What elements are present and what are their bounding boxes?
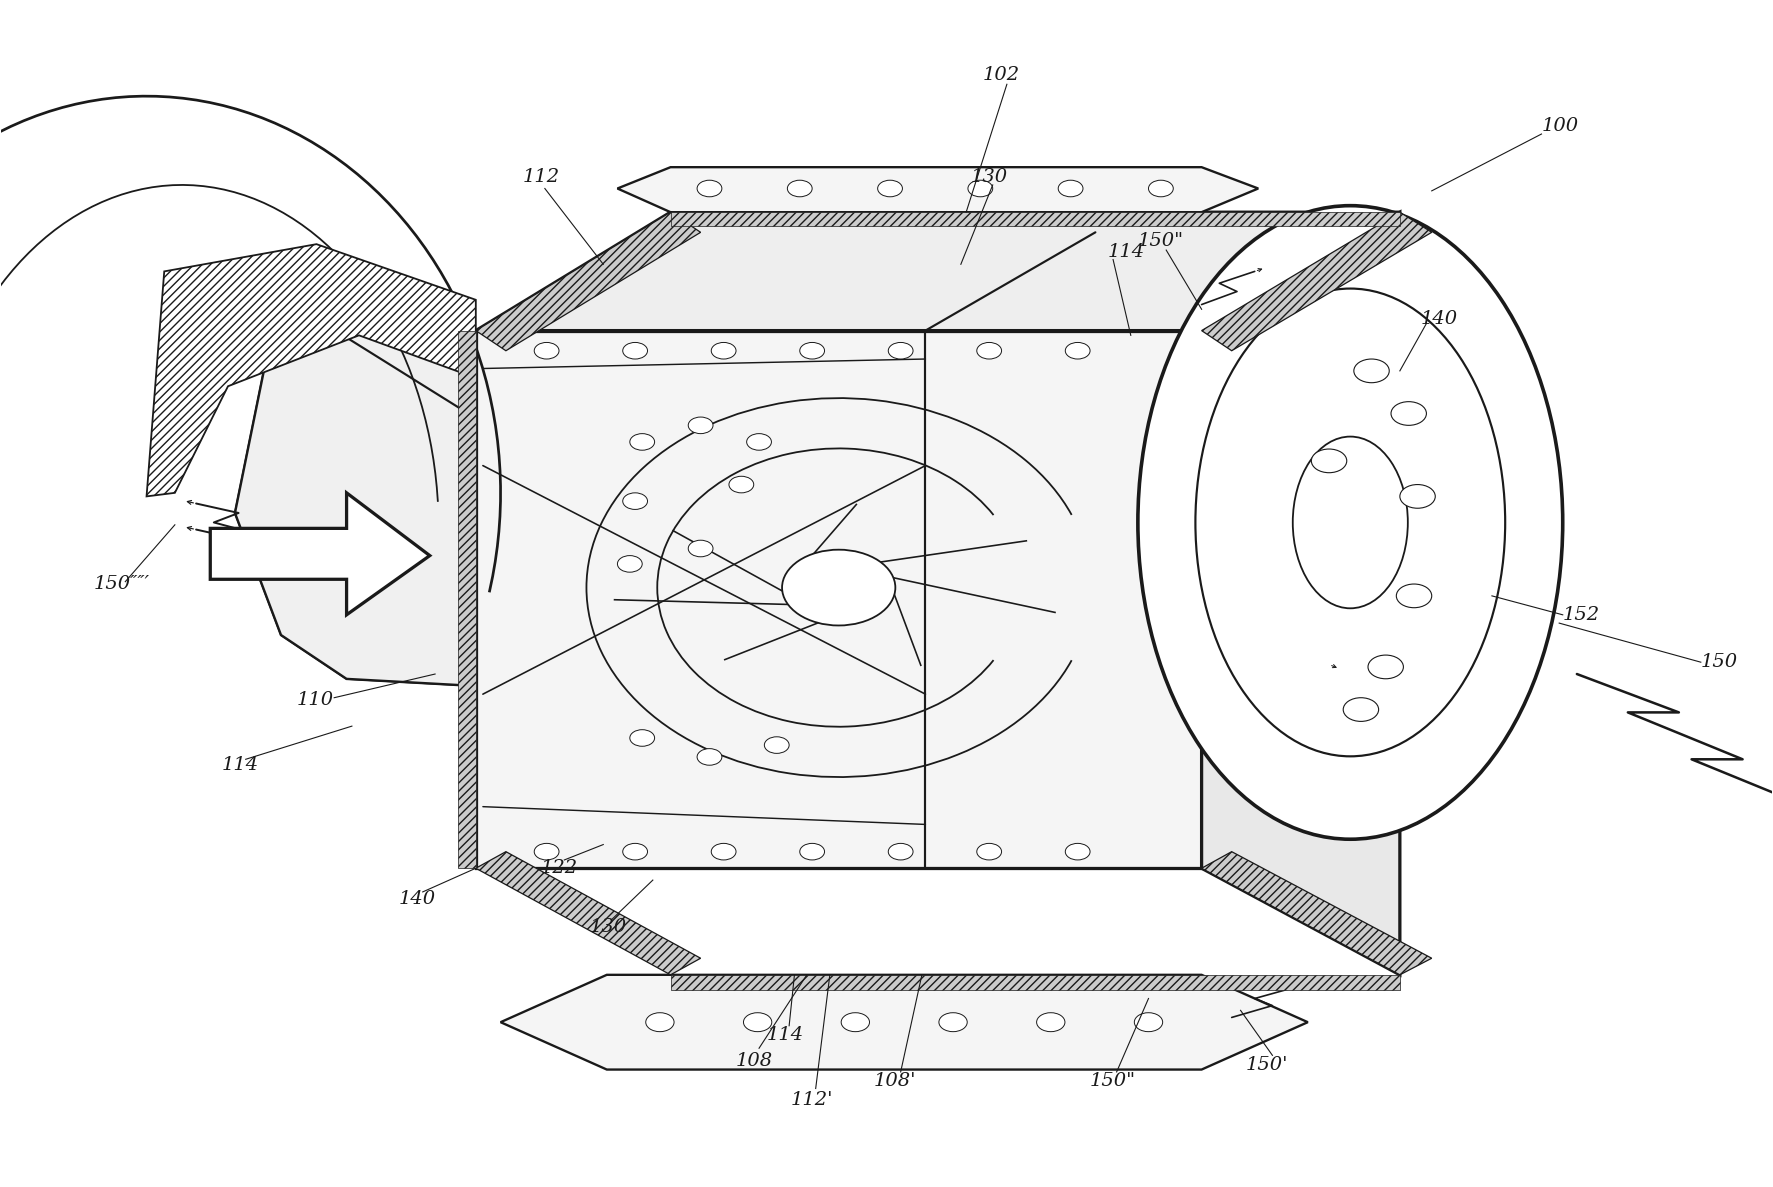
Circle shape xyxy=(1344,698,1379,722)
Circle shape xyxy=(622,844,647,859)
Text: 150: 150 xyxy=(1700,653,1738,671)
Text: 102: 102 xyxy=(982,65,1019,84)
Circle shape xyxy=(1066,342,1090,358)
Polygon shape xyxy=(475,331,1202,868)
Text: 150": 150" xyxy=(1138,231,1184,249)
Circle shape xyxy=(711,844,736,859)
Circle shape xyxy=(840,1013,869,1032)
Circle shape xyxy=(1355,358,1390,382)
Circle shape xyxy=(688,540,713,557)
Circle shape xyxy=(729,476,754,493)
Circle shape xyxy=(1401,484,1436,508)
Polygon shape xyxy=(457,331,475,868)
Polygon shape xyxy=(211,493,429,615)
Text: 152: 152 xyxy=(1562,605,1599,624)
Text: 150": 150" xyxy=(1090,1072,1136,1091)
Text: 130: 130 xyxy=(970,167,1007,185)
Circle shape xyxy=(1392,401,1427,425)
Polygon shape xyxy=(147,245,475,496)
Text: 112': 112' xyxy=(791,1091,833,1110)
Polygon shape xyxy=(670,212,1401,227)
Circle shape xyxy=(622,493,647,509)
Polygon shape xyxy=(617,167,1259,212)
Circle shape xyxy=(688,417,713,433)
Circle shape xyxy=(1149,180,1174,197)
Polygon shape xyxy=(475,212,700,350)
Text: 110: 110 xyxy=(298,691,333,709)
Polygon shape xyxy=(475,212,1401,331)
Circle shape xyxy=(977,844,1002,859)
Text: 108': 108' xyxy=(874,1072,917,1091)
Circle shape xyxy=(782,550,895,626)
Polygon shape xyxy=(236,319,475,686)
Text: 130: 130 xyxy=(590,919,628,937)
Circle shape xyxy=(1037,1013,1066,1032)
Text: 114: 114 xyxy=(222,756,259,774)
Circle shape xyxy=(622,342,647,358)
Circle shape xyxy=(888,844,913,859)
Circle shape xyxy=(1369,655,1404,679)
Text: 150': 150' xyxy=(1246,1055,1289,1074)
Circle shape xyxy=(764,737,789,754)
Circle shape xyxy=(534,844,558,859)
Text: 140: 140 xyxy=(1422,310,1457,328)
Polygon shape xyxy=(1202,212,1433,350)
Text: 114: 114 xyxy=(768,1027,805,1045)
Ellipse shape xyxy=(1138,205,1562,839)
Text: 114: 114 xyxy=(1108,243,1145,261)
Circle shape xyxy=(800,844,824,859)
Circle shape xyxy=(645,1013,674,1032)
Circle shape xyxy=(1066,844,1090,859)
Polygon shape xyxy=(1202,212,1401,975)
Circle shape xyxy=(711,342,736,358)
Circle shape xyxy=(1135,1013,1163,1032)
Circle shape xyxy=(1058,180,1083,197)
Circle shape xyxy=(697,749,722,766)
Circle shape xyxy=(787,180,812,197)
Polygon shape xyxy=(1202,851,1433,975)
Text: 140: 140 xyxy=(399,890,436,908)
Circle shape xyxy=(977,342,1002,358)
Polygon shape xyxy=(236,300,475,686)
Circle shape xyxy=(617,556,642,572)
Circle shape xyxy=(697,180,722,197)
Circle shape xyxy=(878,180,902,197)
Text: 112: 112 xyxy=(523,167,560,185)
Ellipse shape xyxy=(1195,288,1505,756)
Text: 150″″′: 150″″′ xyxy=(94,575,149,594)
Text: 100: 100 xyxy=(1541,116,1578,135)
Circle shape xyxy=(534,342,558,358)
Circle shape xyxy=(629,433,654,450)
Polygon shape xyxy=(670,975,1401,990)
Circle shape xyxy=(629,730,654,747)
Circle shape xyxy=(746,433,771,450)
Text: 122: 122 xyxy=(541,859,578,877)
Polygon shape xyxy=(475,851,700,975)
Circle shape xyxy=(743,1013,771,1032)
Circle shape xyxy=(888,342,913,358)
Circle shape xyxy=(1312,449,1347,472)
Circle shape xyxy=(968,180,993,197)
Ellipse shape xyxy=(1293,437,1408,608)
Polygon shape xyxy=(500,975,1308,1069)
Circle shape xyxy=(800,342,824,358)
Circle shape xyxy=(1397,584,1433,608)
Text: 108: 108 xyxy=(736,1052,773,1071)
Circle shape xyxy=(940,1013,968,1032)
